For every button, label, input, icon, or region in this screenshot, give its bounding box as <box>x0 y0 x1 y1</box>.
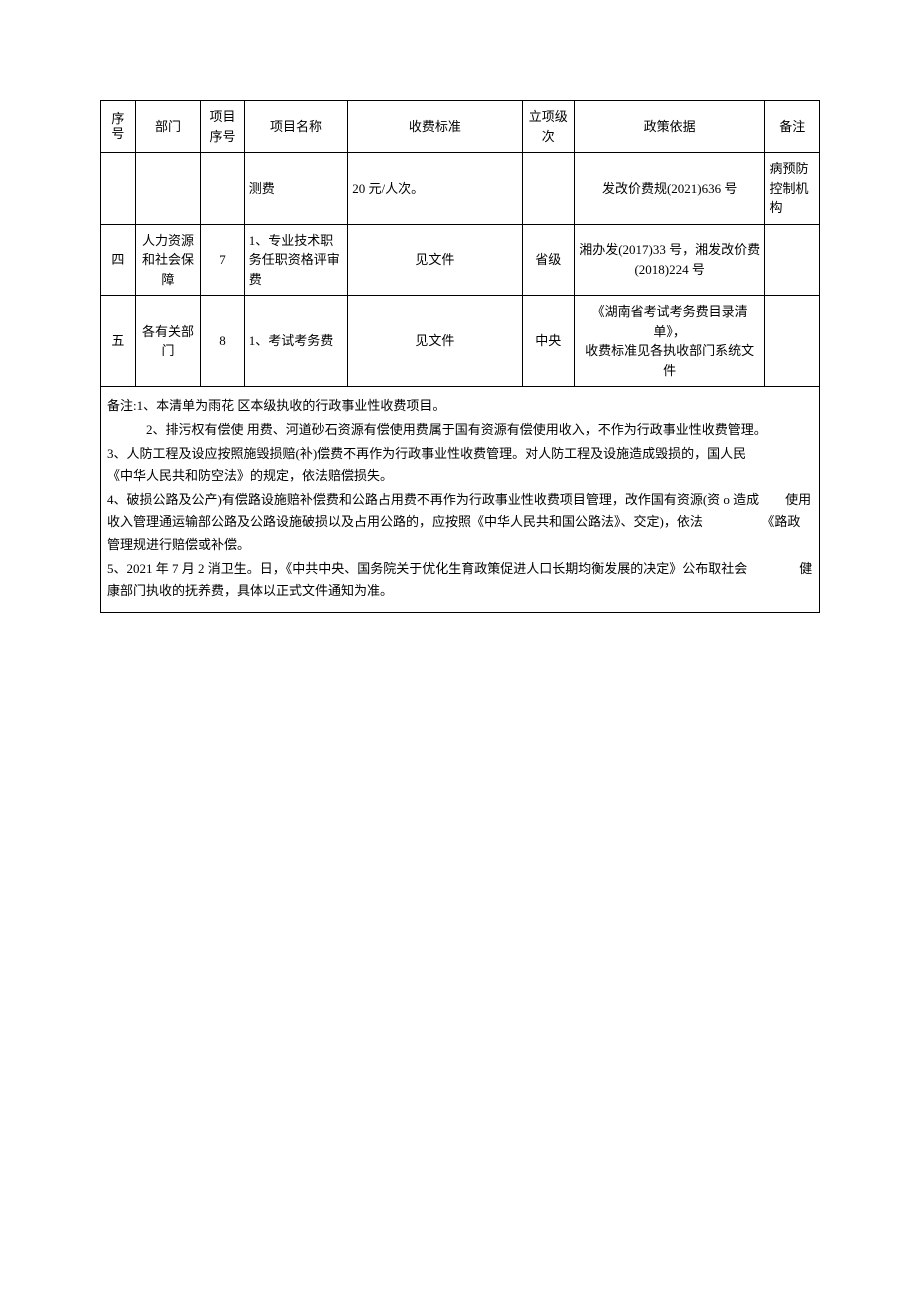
cell-standard: 见文件 <box>348 224 522 296</box>
cell-standard: 20 元/人次。 <box>348 153 522 225</box>
header-seq: 序号 <box>101 101 136 153</box>
cell-seq: 四 <box>101 224 136 296</box>
table-row: 四 人力资源和社会保障 7 1、专业技术职务任职资格评审费 见文件 省级 湘办发… <box>101 224 820 296</box>
cell-projname: 1、专业技术职务任职资格评审费 <box>244 224 347 296</box>
cell-standard: 见文件 <box>348 296 522 387</box>
table-row: 五 各有关部门 8 1、考试考务费 见文件 中央 《湖南省考试考务费目录清单》，… <box>101 296 820 387</box>
cell-dept <box>135 153 200 225</box>
header-projseq: 项目序号 <box>201 101 245 153</box>
notes-row: 备注:1、本清单为雨花 区本级执收的行政事业性收费项目。 2、排污权有偿使 用费… <box>101 387 820 613</box>
cell-level <box>522 153 574 225</box>
cell-seq: 五 <box>101 296 136 387</box>
cell-projname: 测费 <box>244 153 347 225</box>
note-line: 2、排污权有偿使 用费、河道砂石资源有偿使用费属于国有资源有偿使用收入，不作为行… <box>107 419 813 441</box>
table-header-row: 序号 部门 项目序号 项目名称 收费标准 立项级次 政策依据 备注 <box>101 101 820 153</box>
header-dept: 部门 <box>135 101 200 153</box>
header-level: 立项级次 <box>522 101 574 153</box>
note-line: 备注:1、本清单为雨花 区本级执收的行政事业性收费项目。 <box>107 395 813 417</box>
cell-policy: 《湖南省考试考务费目录清单》， 收费标准见各执收部门系统文件 <box>574 296 765 387</box>
header-note: 备注 <box>765 101 820 153</box>
header-projname: 项目名称 <box>244 101 347 153</box>
header-standard: 收费标准 <box>348 101 522 153</box>
cell-level: 省级 <box>522 224 574 296</box>
notes-cell: 备注:1、本清单为雨花 区本级执收的行政事业性收费项目。 2、排污权有偿使 用费… <box>101 387 820 613</box>
header-policy: 政策依据 <box>574 101 765 153</box>
cell-policy: 发改价费规(2021)636 号 <box>574 153 765 225</box>
cell-note <box>765 224 820 296</box>
cell-note <box>765 296 820 387</box>
note-line: 3、人防工程及设应按照施毁损赔(补)偿费不再作为行政事业性收费管理。对人防工程及… <box>107 443 813 487</box>
cell-dept: 各有关部门 <box>135 296 200 387</box>
cell-note: 病预防控制机构 <box>765 153 820 225</box>
cell-projseq <box>201 153 245 225</box>
cell-seq <box>101 153 136 225</box>
cell-projname: 1、考试考务费 <box>244 296 347 387</box>
note-line: 4、破损公路及公产)有偿路设施赔补偿费和公路占用费不再作为行政事业性收费项目管理… <box>107 489 813 555</box>
cell-projseq: 7 <box>201 224 245 296</box>
note-line: 5、2021 年 7 月 2 消卫生。日，《中共中央、国务院关于优化生育政策促进… <box>107 558 813 602</box>
cell-policy: 湘办发(2017)33 号，湘发改价费(2018)224 号 <box>574 224 765 296</box>
table-row: 测费 20 元/人次。 发改价费规(2021)636 号 病预防控制机构 <box>101 153 820 225</box>
cell-level: 中央 <box>522 296 574 387</box>
cell-dept: 人力资源和社会保障 <box>135 224 200 296</box>
cell-projseq: 8 <box>201 296 245 387</box>
fee-table: 序号 部门 项目序号 项目名称 收费标准 立项级次 政策依据 备注 测费 20 … <box>100 100 820 613</box>
